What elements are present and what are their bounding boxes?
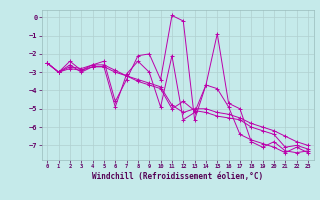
X-axis label: Windchill (Refroidissement éolien,°C): Windchill (Refroidissement éolien,°C) bbox=[92, 172, 263, 181]
